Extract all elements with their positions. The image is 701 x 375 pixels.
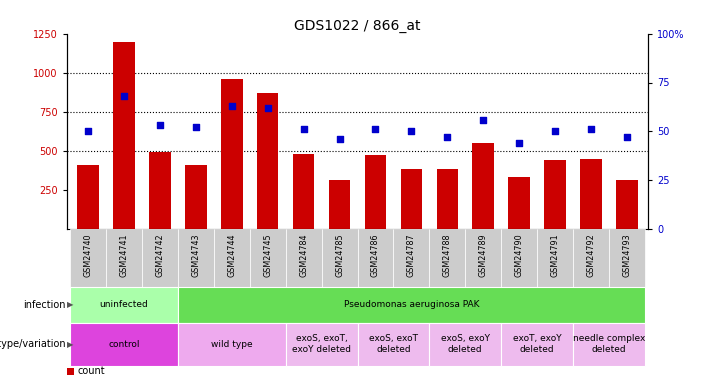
Point: [550, 128, 561, 134]
Bar: [329, 180, 350, 229]
Text: GSM24742: GSM24742: [156, 233, 165, 277]
Text: ▶: ▶: [67, 340, 73, 349]
Point: [585, 126, 597, 132]
Text: GSM24740: GSM24740: [83, 233, 93, 277]
Title: GDS1022 / 866_at: GDS1022 / 866_at: [294, 19, 421, 33]
Point: [334, 136, 345, 142]
Bar: [501, 322, 573, 366]
Text: GSM24791: GSM24791: [550, 233, 559, 277]
Text: genotype/variation: genotype/variation: [0, 339, 66, 349]
Bar: [70, 229, 106, 287]
Bar: [358, 229, 393, 287]
Text: GSM24787: GSM24787: [407, 233, 416, 277]
Bar: [114, 42, 135, 229]
Text: GSM24744: GSM24744: [227, 233, 236, 277]
Point: [262, 105, 273, 111]
Bar: [185, 165, 207, 229]
Point: [83, 128, 94, 134]
Text: GSM24788: GSM24788: [443, 233, 452, 277]
Text: GSM24792: GSM24792: [587, 233, 595, 277]
Bar: [178, 322, 286, 366]
Text: GSM24793: GSM24793: [622, 233, 632, 277]
Bar: [501, 229, 537, 287]
Text: GSM24785: GSM24785: [335, 233, 344, 277]
Text: Pseudomonas aeruginosa PAK: Pseudomonas aeruginosa PAK: [343, 300, 479, 309]
Text: GSM24741: GSM24741: [120, 233, 128, 277]
Bar: [293, 154, 315, 229]
Text: ▶: ▶: [67, 300, 73, 309]
Text: uninfected: uninfected: [100, 300, 149, 309]
Point: [442, 134, 453, 140]
Text: exoS, exoY
deleted: exoS, exoY deleted: [441, 334, 490, 354]
Bar: [250, 229, 286, 287]
Bar: [214, 229, 250, 287]
Bar: [508, 177, 530, 229]
Bar: [77, 165, 99, 229]
Bar: [286, 229, 322, 287]
Bar: [400, 170, 422, 229]
Bar: [178, 287, 645, 322]
Text: exoT, exoY
deleted: exoT, exoY deleted: [512, 334, 562, 354]
Text: exoS, exoT
deleted: exoS, exoT deleted: [369, 334, 418, 354]
Text: exoS, exoT,
exoY deleted: exoS, exoT, exoY deleted: [292, 334, 351, 354]
Bar: [149, 152, 171, 229]
Bar: [472, 143, 494, 229]
Bar: [178, 229, 214, 287]
Point: [370, 126, 381, 132]
Bar: [257, 93, 278, 229]
Bar: [221, 79, 243, 229]
Point: [406, 128, 417, 134]
Bar: [465, 229, 501, 287]
Point: [298, 126, 309, 132]
Bar: [67, 368, 74, 375]
Bar: [429, 229, 465, 287]
Point: [226, 103, 238, 109]
Bar: [429, 322, 501, 366]
Bar: [580, 159, 601, 229]
Text: control: control: [109, 340, 139, 349]
Point: [514, 140, 525, 146]
Point: [154, 122, 165, 128]
Point: [477, 117, 489, 123]
Text: GSM24786: GSM24786: [371, 233, 380, 277]
Bar: [142, 229, 178, 287]
Text: needle complex
deleted: needle complex deleted: [573, 334, 645, 354]
Point: [621, 134, 632, 140]
Text: GSM24745: GSM24745: [263, 233, 272, 277]
Bar: [573, 229, 609, 287]
Bar: [365, 155, 386, 229]
Text: wild type: wild type: [211, 340, 252, 349]
Bar: [358, 322, 429, 366]
Bar: [609, 229, 645, 287]
Bar: [286, 322, 358, 366]
Bar: [106, 229, 142, 287]
Bar: [70, 322, 178, 366]
Text: GSM24743: GSM24743: [191, 233, 200, 277]
Text: GSM24789: GSM24789: [479, 233, 488, 277]
Bar: [616, 180, 638, 229]
Bar: [573, 322, 645, 366]
Bar: [537, 229, 573, 287]
Bar: [393, 229, 429, 287]
Bar: [544, 160, 566, 229]
Text: GSM24784: GSM24784: [299, 233, 308, 277]
Bar: [322, 229, 358, 287]
Bar: [437, 170, 458, 229]
Point: [190, 124, 201, 130]
Bar: [70, 287, 178, 322]
Text: GSM24790: GSM24790: [515, 233, 524, 277]
Text: count: count: [77, 366, 104, 375]
Text: infection: infection: [23, 300, 66, 310]
Point: [118, 93, 130, 99]
